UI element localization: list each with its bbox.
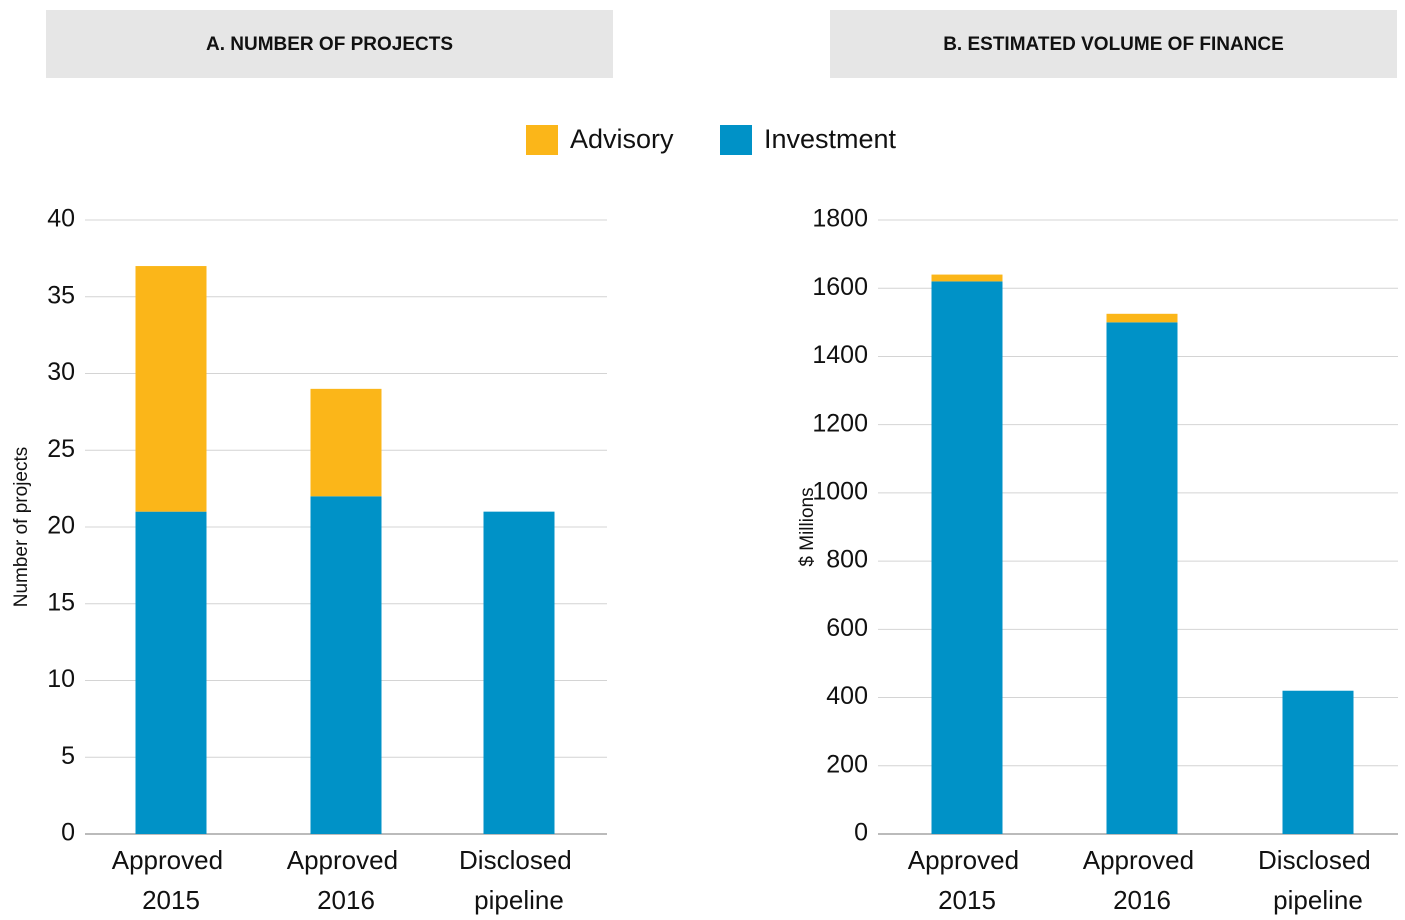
y-tick-label: 15 [47, 588, 75, 616]
y-tick-label: 1200 [812, 409, 868, 437]
y-tick-label: 1400 [812, 341, 868, 369]
x-tick-label: Disclosed pipeline [459, 845, 579, 915]
legend-label: Investment [764, 124, 897, 154]
x-tick-label: Approved 2015 [908, 845, 1027, 915]
bar-segment [1106, 322, 1178, 834]
y-tick-label: 0 [854, 819, 868, 847]
bar-segment [1282, 690, 1354, 834]
bar-segment [483, 511, 555, 834]
bar-segment [931, 274, 1003, 282]
x-tick-label: Disclosed pipeline [1258, 845, 1378, 915]
legend-swatch [720, 125, 752, 155]
bar-segment [135, 511, 207, 834]
bar-segment [135, 266, 207, 512]
y-tick-label: 20 [47, 512, 75, 540]
legend-swatch [526, 125, 558, 155]
y-tick-label: 1000 [812, 477, 868, 505]
y-tick-label: 800 [826, 546, 868, 574]
y-tick-label: 600 [826, 614, 868, 642]
x-tick-label: Approved 2015 [112, 845, 231, 915]
y-tick-label: 200 [826, 750, 868, 778]
bar-segment [1106, 313, 1178, 323]
y-axis-label: $ Millions [797, 487, 818, 566]
bar-segment [931, 281, 1003, 834]
legend-label: Advisory [570, 124, 674, 154]
panel-header [830, 10, 1397, 78]
panel-title: B. ESTIMATED VOLUME OF FINANCE [943, 34, 1284, 55]
bar-segment [310, 496, 382, 834]
y-tick-label: 1800 [812, 205, 868, 233]
y-tick-label: 25 [47, 435, 75, 463]
panel-title: A. NUMBER OF PROJECTS [206, 34, 453, 55]
x-tick-label: Approved 2016 [287, 845, 406, 915]
y-tick-label: 400 [826, 682, 868, 710]
y-tick-label: 1600 [812, 273, 868, 301]
y-tick-label: 0 [61, 819, 75, 847]
y-tick-label: 30 [47, 358, 75, 386]
y-tick-label: 10 [47, 665, 75, 693]
y-tick-label: 35 [47, 281, 75, 309]
x-tick-label: Approved 2016 [1083, 845, 1202, 915]
panel-header [46, 10, 613, 78]
bar-segment [310, 388, 382, 497]
y-axis-label: Number of projects [11, 447, 32, 608]
y-tick-label: 5 [61, 742, 75, 770]
y-tick-label: 40 [47, 205, 75, 233]
